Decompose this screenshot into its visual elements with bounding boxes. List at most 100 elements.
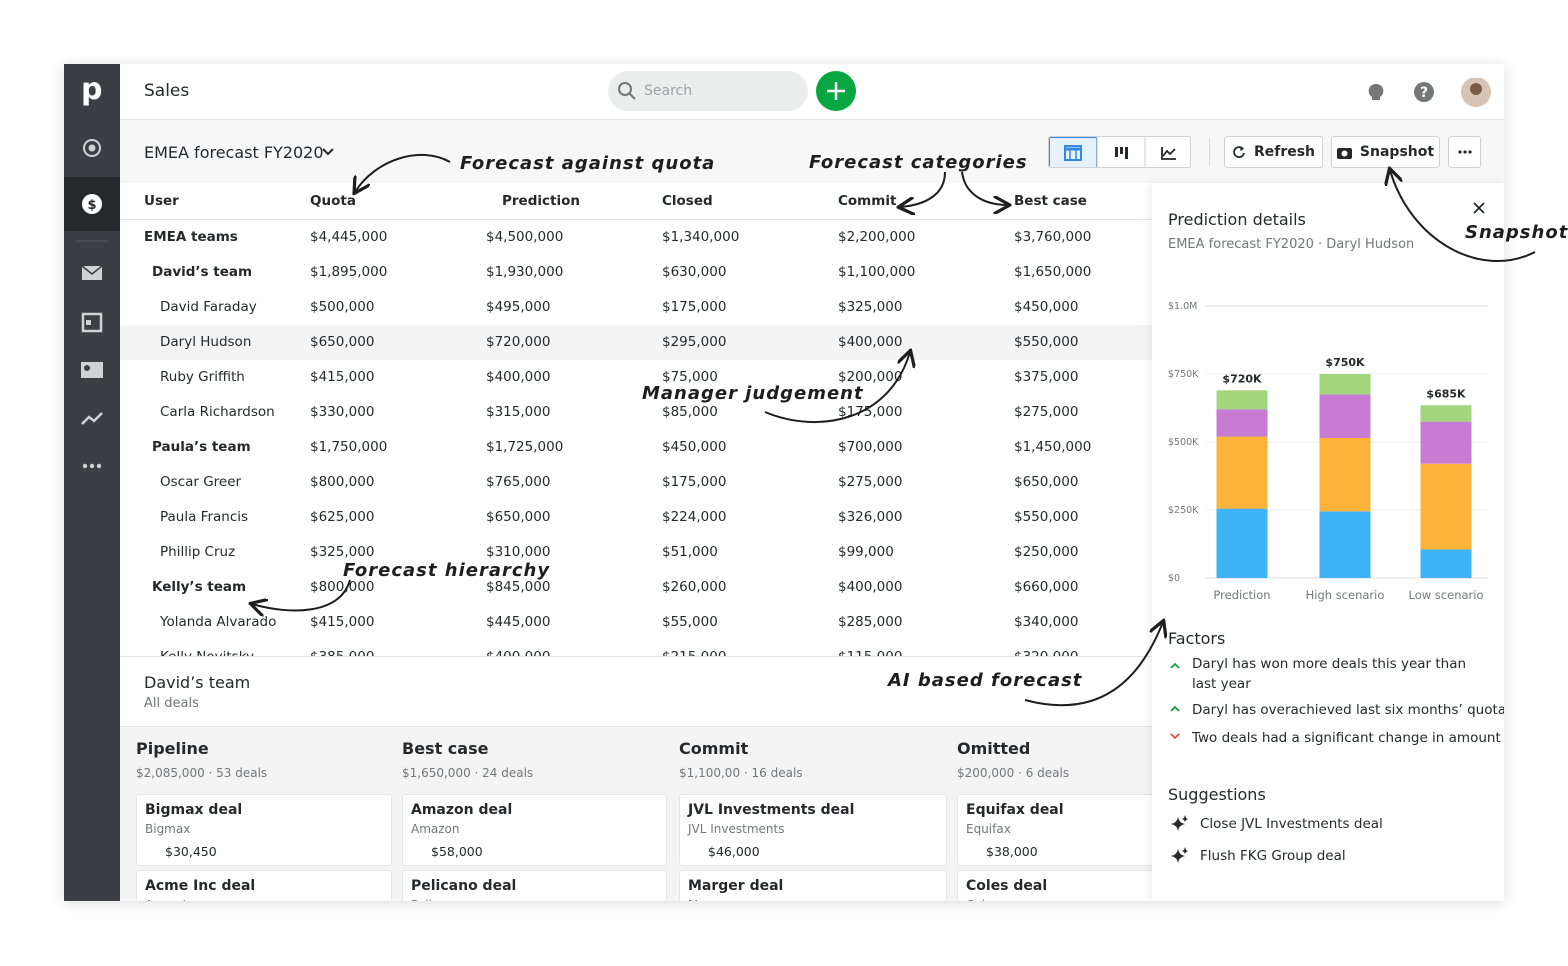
- amount: $1,725,000: [486, 439, 564, 455]
- search-box[interactable]: [608, 71, 808, 111]
- amount: $175,000: [662, 474, 727, 490]
- amount: $55,000: [662, 614, 718, 630]
- amount: $1,930,000: [486, 264, 564, 280]
- deal-org: Coles: [966, 898, 999, 901]
- amount: $1,650,000: [1014, 264, 1092, 280]
- amount: $260,000: [662, 579, 727, 595]
- amount: $400,000: [838, 579, 903, 595]
- amount: $450,000: [1014, 299, 1079, 315]
- more-icon: [1457, 150, 1472, 154]
- amount: $630,000: [662, 264, 727, 280]
- amount: $700,000: [838, 439, 903, 455]
- amount: $325,000: [838, 299, 903, 315]
- factor: Two deals had a significant change in am…: [1192, 730, 1501, 746]
- amount: $250,000: [1014, 544, 1079, 560]
- deal-card[interactable]: Marger deal Marger: [679, 870, 947, 901]
- svg-text:$: $: [87, 198, 96, 213]
- table-view[interactable]: [1049, 137, 1097, 167]
- amount: $625,000: [310, 509, 375, 525]
- deal-card[interactable]: Amazon deal Amazon $58,000: [402, 794, 667, 866]
- user-name: Carla Richardson: [160, 404, 275, 420]
- user-name: David Faraday: [160, 299, 257, 315]
- deal-card[interactable]: Pelicano deal Pelicano: [402, 870, 667, 901]
- forecast-selector[interactable]: EMEA forecast FY2020: [144, 143, 324, 162]
- column-header: Commit: [838, 193, 897, 209]
- total-label: $750K: [1325, 356, 1365, 369]
- bar-segment: [1319, 374, 1371, 395]
- app-window: p $ Sales Search ? EMEA forecast FY2020: [64, 64, 1504, 901]
- more-button[interactable]: [1448, 136, 1481, 168]
- bar-segment: [1420, 463, 1472, 550]
- deal-card[interactable]: Bigmax deal Bigmax $30,450: [136, 794, 392, 866]
- deal-org: Marger: [688, 898, 730, 901]
- stage-name: Commit: [679, 739, 749, 758]
- user-name: Kelly Novitsky: [160, 649, 255, 657]
- factors-title: Factors: [1168, 629, 1226, 648]
- view-toggle[interactable]: [1048, 136, 1191, 168]
- suggestions-title: Suggestions: [1168, 785, 1266, 804]
- user-name: Oscar Greer: [160, 474, 242, 490]
- deal-title: Acme Inc deal: [145, 878, 256, 894]
- nav-icons: $: [76, 139, 108, 469]
- deals-subtitle: All deals: [144, 696, 199, 711]
- user-name: Daryl Hudson: [160, 334, 252, 350]
- forecast-table: User Quota Prediction Closed Commit Best case…: [120, 183, 1152, 657]
- deals-header: [120, 657, 1152, 727]
- amount: $1,340,000: [662, 229, 740, 245]
- amount: $400,000: [486, 369, 551, 385]
- logo[interactable]: p: [81, 72, 103, 107]
- deal-card[interactable]: Acme Inc deal Acme Inc: [136, 870, 392, 901]
- bar-segment: [1420, 549, 1472, 578]
- bar-segment: [1319, 394, 1371, 438]
- total-label: $685K: [1426, 387, 1466, 400]
- deal-card[interactable]: JVL Investments deal JVL Investments $46,0…: [679, 794, 947, 866]
- suggestion[interactable]: Close JVL Investments deal: [1200, 816, 1383, 832]
- page-title: Sales: [144, 81, 190, 101]
- deal-value: $30,450: [165, 844, 217, 859]
- amount: $400,000: [486, 649, 551, 657]
- amount: $224,000: [662, 509, 727, 525]
- amount: $2,200,000: [838, 229, 916, 245]
- user-name[interactable]: Paula’s team: [152, 439, 251, 455]
- deal-title: Marger deal: [688, 878, 784, 894]
- deals-title: David’s team: [144, 673, 251, 692]
- refresh-button[interactable]: Refresh: [1224, 136, 1323, 168]
- deal-org: Amazon: [411, 822, 460, 836]
- column-header: User: [144, 193, 179, 209]
- deal-card[interactable]: Coles deal Coles: [957, 870, 1152, 901]
- snapshot-button[interactable]: Snapshot: [1331, 136, 1440, 168]
- amount: $800,000: [310, 474, 375, 490]
- bar-segment: [1420, 421, 1472, 464]
- deal-card[interactable]: Equifax deal Equifax $38,000: [957, 794, 1152, 866]
- amount: $1,750,000: [310, 439, 388, 455]
- amount: $75,000: [662, 369, 718, 385]
- view-icons: [1064, 137, 1176, 167]
- column-header: Prediction: [502, 193, 580, 209]
- stage-summary: $200,000 · 6 deals: [957, 766, 1070, 780]
- amount: $295,000: [662, 334, 727, 350]
- deal-title: JVL Investments deal: [688, 802, 855, 818]
- amount: $650,000: [1014, 474, 1079, 490]
- amount: $550,000: [1014, 334, 1079, 350]
- user-name: Phillip Cruz: [160, 544, 236, 560]
- bar-segment: [1319, 511, 1371, 578]
- search-icon: [618, 82, 636, 100]
- deal-org: Pelicano: [411, 898, 461, 901]
- amount: $765,000: [486, 474, 551, 490]
- total-label: $720K: [1222, 372, 1262, 385]
- amount: $415,000: [310, 369, 375, 385]
- user-name[interactable]: Kelly’s team: [152, 579, 247, 595]
- amount: $3,760,000: [1014, 229, 1092, 245]
- suggestion[interactable]: Flush FKG Group deal: [1200, 848, 1346, 864]
- add-button[interactable]: [816, 71, 856, 111]
- stage-summary: $1,650,000 · 24 deals: [402, 766, 534, 780]
- user-name[interactable]: EMEA teams: [144, 229, 238, 245]
- amount: $325,000: [310, 544, 375, 560]
- y-tick-label: $1.0M: [1168, 301, 1197, 312]
- stage-summary: $2,085,000 · 53 deals: [136, 766, 268, 780]
- snapshot-label: Snapshot: [1359, 144, 1435, 160]
- amount: $495,000: [486, 299, 551, 315]
- bar-segment: [1420, 405, 1472, 422]
- user-name[interactable]: David’s team: [152, 264, 253, 280]
